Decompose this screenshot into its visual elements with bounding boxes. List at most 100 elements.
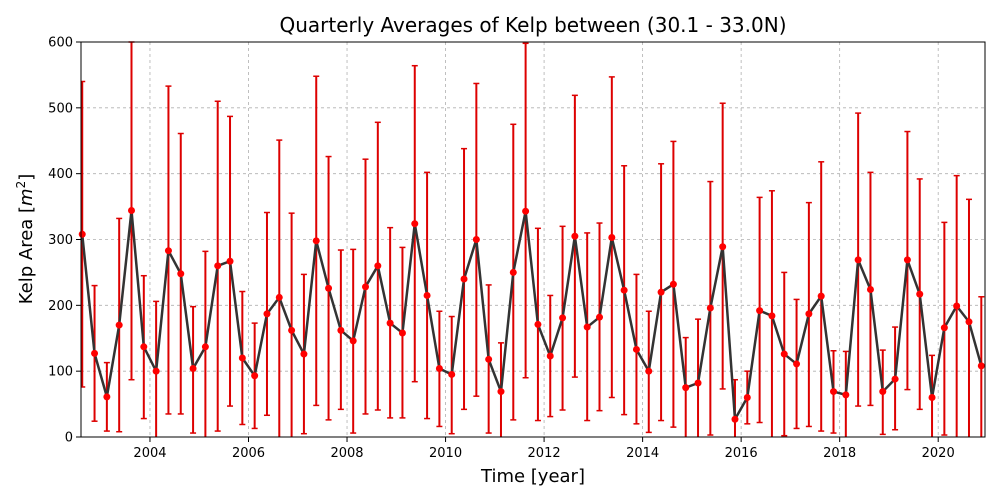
data-point [337, 326, 345, 334]
data-point [903, 256, 911, 264]
x-tick-label: 2008 [330, 446, 363, 461]
data-point [509, 268, 517, 276]
data-point [497, 388, 505, 396]
data-point [152, 367, 160, 375]
data-point [546, 352, 554, 360]
x-axis-label: Time [year] [480, 466, 585, 487]
data-point [608, 234, 616, 242]
data-point [201, 343, 209, 351]
y-tick-label: 500 [48, 101, 73, 116]
data-point [411, 220, 419, 228]
data-point [300, 350, 308, 358]
data-point [830, 388, 838, 396]
data-point [842, 391, 850, 399]
data-point [374, 262, 382, 270]
data-point [460, 275, 468, 283]
data-point [435, 365, 443, 373]
data-point [177, 270, 185, 278]
data-point [362, 283, 370, 291]
data-point [472, 236, 480, 243]
data-point [91, 349, 99, 357]
data-point [891, 375, 899, 383]
x-tick-label: 2006 [232, 446, 265, 461]
data-point [756, 307, 764, 315]
data-point [780, 350, 788, 358]
y-tick-label: 600 [48, 36, 73, 51]
x-tick-label: 2018 [823, 446, 856, 461]
data-point [325, 284, 333, 292]
data-point [238, 354, 246, 362]
x-tick-label: 2014 [626, 446, 659, 461]
data-point [534, 320, 542, 328]
data-point [682, 384, 690, 392]
x-tick-label: 2004 [133, 446, 166, 461]
x-axis-ticks: 2004 2006 2008 2010 2012 2014 2016 2018 2020 [133, 437, 955, 461]
data-point [448, 370, 456, 378]
data-point [103, 393, 111, 401]
data-point [645, 367, 653, 375]
data-point [817, 292, 825, 300]
data-point [879, 388, 887, 396]
data-point [251, 372, 259, 380]
data-point [694, 379, 702, 387]
data-point [226, 257, 234, 265]
data-point [731, 415, 739, 423]
data-point [866, 286, 874, 294]
y-axis-label-end: ] [16, 174, 37, 181]
data-point [288, 326, 296, 334]
data-point [743, 394, 751, 401]
y-tick-label: 0 [65, 431, 73, 446]
chart-title: Quarterly Averages of Kelp between (30.1… [280, 13, 787, 37]
data-point [164, 247, 172, 255]
data-point [620, 286, 628, 294]
data-point [140, 343, 148, 351]
y-axis-label-unit: m [16, 188, 37, 206]
data-point [632, 345, 640, 353]
data-point [571, 232, 579, 240]
data-point [127, 207, 135, 215]
x-tick-label: 2020 [922, 446, 955, 461]
data-point [940, 324, 948, 332]
y-tick-label: 400 [48, 167, 73, 182]
data-point [965, 318, 973, 326]
data-point [596, 313, 604, 321]
y-tick-label: 200 [48, 299, 73, 314]
data-point [275, 293, 283, 301]
data-point [854, 256, 862, 264]
y-axis-label-sup: 2 [14, 181, 28, 189]
data-point [953, 302, 961, 310]
data-point [916, 290, 924, 298]
data-point [423, 291, 431, 299]
data-point [706, 304, 714, 312]
data-point [583, 323, 591, 331]
x-tick-label: 2010 [429, 446, 462, 461]
data-point [522, 207, 530, 215]
data-point [657, 288, 665, 296]
data-point [485, 355, 493, 363]
y-axis-label-main: Kelp Area [ [16, 206, 37, 304]
y-tick-label: 100 [48, 365, 73, 380]
data-point [115, 321, 123, 329]
data-point [214, 262, 222, 270]
data-point [928, 394, 936, 401]
y-tick-label: 300 [48, 233, 73, 248]
data-point [349, 337, 357, 345]
data-markers [78, 207, 985, 423]
data-point [78, 230, 86, 238]
series-line [80, 210, 983, 424]
data-point [805, 310, 813, 318]
data-point [386, 319, 394, 327]
y-axis-label: Kelp Area [m2] [14, 174, 37, 305]
data-point [669, 280, 677, 288]
data-point [719, 243, 727, 251]
data-point [559, 314, 567, 322]
data-point [263, 310, 271, 318]
data-point [768, 312, 776, 320]
data-point [189, 365, 197, 373]
x-tick-label: 2012 [528, 446, 561, 461]
x-tick-label: 2016 [725, 446, 758, 461]
data-point [398, 329, 406, 337]
data-point [977, 362, 985, 370]
y-axis-ticks: 0 100 200 300 400 500 600 [48, 36, 81, 446]
